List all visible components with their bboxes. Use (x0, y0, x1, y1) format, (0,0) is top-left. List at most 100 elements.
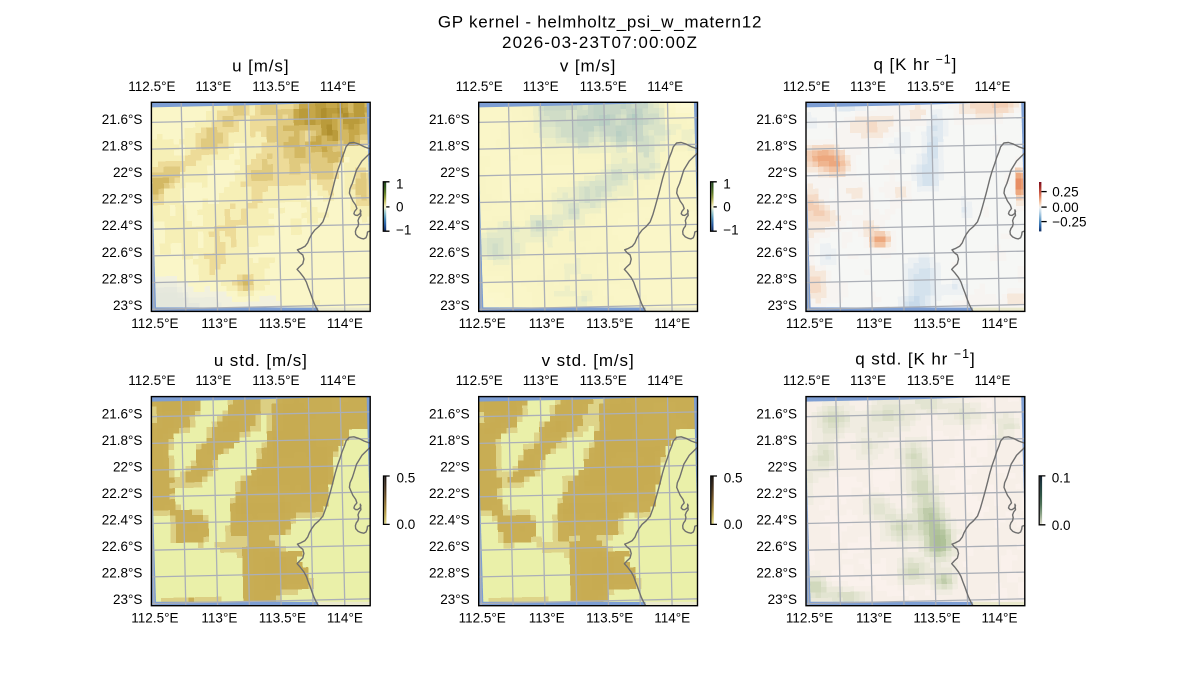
svg-text:22.6°S: 22.6°S (102, 539, 143, 554)
svg-text:21.6°S: 21.6°S (756, 406, 797, 421)
svg-text:113°E: 113°E (523, 373, 559, 388)
svg-text:114°E: 114°E (327, 316, 363, 331)
svg-text:22°S: 22°S (440, 165, 469, 180)
svg-text:112.5°E: 112.5°E (459, 316, 506, 331)
svg-text:22.6°S: 22.6°S (756, 539, 797, 554)
svg-text:23°S: 23°S (440, 592, 469, 607)
svg-text:113°E: 113°E (529, 316, 565, 331)
svg-text:23°S: 23°S (113, 298, 142, 313)
svg-text:22.6°S: 22.6°S (102, 245, 143, 260)
svg-text:112.5°E: 112.5°E (131, 611, 178, 626)
svg-text:113.5°E: 113.5°E (913, 611, 960, 626)
svg-text:22.8°S: 22.8°S (756, 566, 797, 581)
svg-text:q std. [K hr −1]: q std. [K hr −1] (855, 347, 975, 369)
svg-text:113°E: 113°E (529, 611, 565, 626)
svg-text:22.2°S: 22.2°S (756, 486, 797, 501)
svg-text:21.6°S: 21.6°S (756, 112, 797, 127)
svg-text:0: 0 (396, 200, 404, 215)
svg-text:0.00: 0.00 (1052, 200, 1078, 215)
svg-text:114°E: 114°E (327, 611, 363, 626)
svg-text:113°E: 113°E (856, 611, 892, 626)
svg-text:22.2°S: 22.2°S (429, 486, 470, 501)
svg-text:22.4°S: 22.4°S (429, 513, 470, 528)
svg-text:22°S: 22°S (440, 459, 469, 474)
svg-text:114°E: 114°E (654, 316, 690, 331)
svg-text:112.5°E: 112.5°E (128, 373, 175, 388)
svg-text:22°S: 22°S (113, 165, 142, 180)
svg-text:113.5°E: 113.5°E (580, 373, 627, 388)
svg-text:22°S: 22°S (113, 459, 142, 474)
svg-text:21.8°S: 21.8°S (756, 139, 797, 154)
svg-text:21.8°S: 21.8°S (429, 139, 470, 154)
svg-text:0.5: 0.5 (724, 471, 743, 486)
svg-text:113°E: 113°E (201, 316, 237, 331)
svg-text:113.5°E: 113.5°E (259, 316, 306, 331)
svg-text:0.25: 0.25 (1052, 184, 1078, 199)
svg-text:21.6°S: 21.6°S (102, 112, 143, 127)
svg-text:22.8°S: 22.8°S (102, 271, 143, 286)
svg-text:114°E: 114°E (320, 79, 356, 94)
svg-text:22.8°S: 22.8°S (429, 271, 470, 286)
svg-text:112.5°E: 112.5°E (783, 373, 830, 388)
svg-text:113.5°E: 113.5°E (252, 79, 299, 94)
svg-text:114°E: 114°E (982, 611, 1018, 626)
svg-text:113°E: 113°E (856, 316, 892, 331)
svg-text:113°E: 113°E (195, 373, 231, 388)
svg-text:113.5°E: 113.5°E (913, 316, 960, 331)
svg-text:114°E: 114°E (975, 373, 1011, 388)
svg-text:113.5°E: 113.5°E (580, 79, 627, 94)
svg-text:GP kernel - helmholtz_psi_w_ma: GP kernel - helmholtz_psi_w_matern12 (438, 13, 762, 32)
svg-text:21.6°S: 21.6°S (429, 406, 470, 421)
svg-text:v [m/s]: v [m/s] (560, 57, 616, 76)
svg-text:0.1: 0.1 (1052, 471, 1071, 486)
svg-text:−1: −1 (396, 223, 411, 238)
svg-text:2026-03-23T07:00:00Z: 2026-03-23T07:00:00Z (502, 33, 698, 52)
svg-text:0.0: 0.0 (397, 517, 416, 532)
svg-text:−1: −1 (723, 223, 738, 238)
svg-text:0.5: 0.5 (397, 471, 416, 486)
svg-text:0.0: 0.0 (724, 517, 743, 532)
svg-text:22.2°S: 22.2°S (756, 192, 797, 207)
svg-text:22.8°S: 22.8°S (756, 271, 797, 286)
svg-text:22.2°S: 22.2°S (429, 192, 470, 207)
svg-text:21.8°S: 21.8°S (102, 139, 143, 154)
svg-text:22.4°S: 22.4°S (756, 513, 797, 528)
svg-text:u std. [m/s]: u std. [m/s] (214, 351, 308, 370)
svg-text:21.8°S: 21.8°S (429, 433, 470, 448)
svg-text:22.8°S: 22.8°S (102, 566, 143, 581)
svg-text:112.5°E: 112.5°E (459, 611, 506, 626)
svg-text:23°S: 23°S (768, 298, 797, 313)
svg-text:0: 0 (723, 200, 731, 215)
svg-text:21.8°S: 21.8°S (102, 433, 143, 448)
svg-text:112.5°E: 112.5°E (131, 316, 178, 331)
svg-text:22.4°S: 22.4°S (102, 513, 143, 528)
svg-text:114°E: 114°E (320, 373, 356, 388)
svg-text:114°E: 114°E (654, 611, 690, 626)
svg-text:113°E: 113°E (201, 611, 237, 626)
svg-text:113.5°E: 113.5°E (586, 316, 633, 331)
svg-text:21.6°S: 21.6°S (429, 112, 470, 127)
svg-text:22.6°S: 22.6°S (429, 539, 470, 554)
svg-text:22.6°S: 22.6°S (756, 245, 797, 260)
svg-text:22°S: 22°S (768, 165, 797, 180)
svg-text:0.0: 0.0 (1052, 518, 1071, 533)
svg-text:22.4°S: 22.4°S (756, 218, 797, 233)
svg-text:−0.25: −0.25 (1052, 214, 1086, 229)
svg-text:113°E: 113°E (195, 79, 231, 94)
svg-text:113°E: 113°E (523, 79, 559, 94)
svg-text:114°E: 114°E (647, 79, 683, 94)
svg-text:113°E: 113°E (850, 79, 886, 94)
svg-text:23°S: 23°S (113, 592, 142, 607)
svg-text:23°S: 23°S (440, 298, 469, 313)
svg-text:112.5°E: 112.5°E (786, 316, 833, 331)
svg-text:22.2°S: 22.2°S (102, 486, 143, 501)
svg-text:22°S: 22°S (768, 459, 797, 474)
svg-text:22.6°S: 22.6°S (429, 245, 470, 260)
svg-text:112.5°E: 112.5°E (456, 79, 503, 94)
svg-text:112.5°E: 112.5°E (456, 373, 503, 388)
svg-text:21.6°S: 21.6°S (102, 406, 143, 421)
svg-text:112.5°E: 112.5°E (128, 79, 175, 94)
svg-text:1: 1 (396, 177, 404, 192)
svg-text:114°E: 114°E (975, 79, 1011, 94)
svg-text:u [m/s]: u [m/s] (232, 57, 289, 76)
